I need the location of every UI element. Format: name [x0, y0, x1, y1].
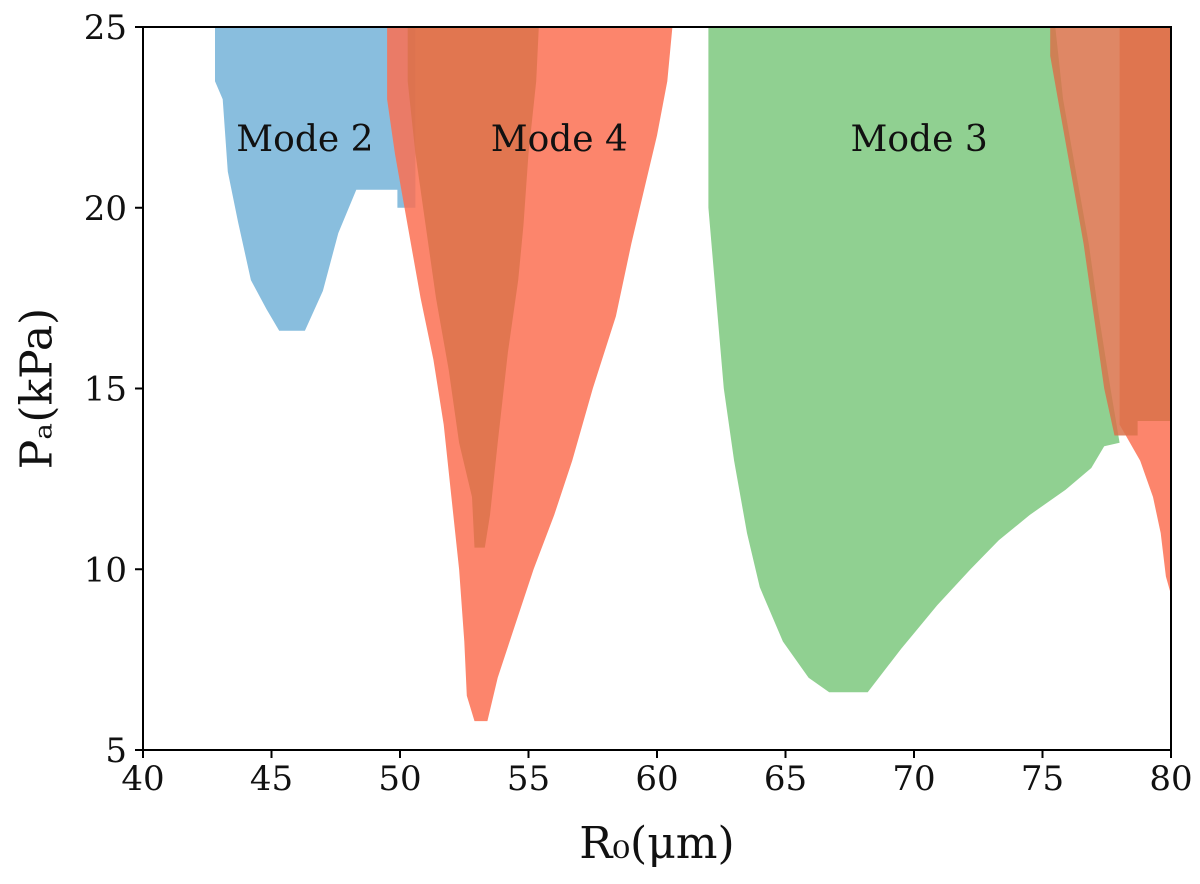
region-label: Mode 2	[236, 119, 373, 160]
y-tick-label: 15	[84, 370, 127, 410]
stability-region-4	[708, 27, 1120, 693]
mode-regions	[215, 27, 1171, 722]
stability-region-3	[407, 27, 539, 548]
y-tick-label: 25	[84, 8, 127, 48]
x-tick-label: 60	[635, 759, 678, 799]
stability-region-6	[1050, 27, 1171, 436]
x-tick-label: 50	[378, 759, 421, 799]
x-tick-label: 70	[892, 759, 935, 799]
x-tick-label: 80	[1149, 759, 1192, 799]
region-annotations: Mode 2 Mode 4 Mode 3	[236, 119, 987, 160]
y-tick-label: 5	[105, 731, 127, 771]
x-axis-title: R₀(μm)	[579, 818, 734, 869]
stability-region-1	[215, 27, 416, 331]
y-axis-title: Pₐ(kPa)	[12, 308, 63, 469]
x-tick-label: 75	[1021, 759, 1064, 799]
y-axis-ticks: 5 10 15 20 25	[84, 8, 143, 771]
x-tick-label: 55	[507, 759, 550, 799]
y-tick-label: 20	[84, 189, 127, 229]
x-axis-ticks: 40 45 50 55 60 65 70 75 80	[121, 750, 1193, 799]
region-label: Mode 3	[851, 119, 988, 160]
region-label: Mode 4	[491, 119, 628, 160]
x-tick-label: 65	[764, 759, 807, 799]
y-tick-label: 10	[84, 550, 127, 590]
x-tick-label: 45	[250, 759, 293, 799]
x-tick-label: 40	[121, 759, 164, 799]
